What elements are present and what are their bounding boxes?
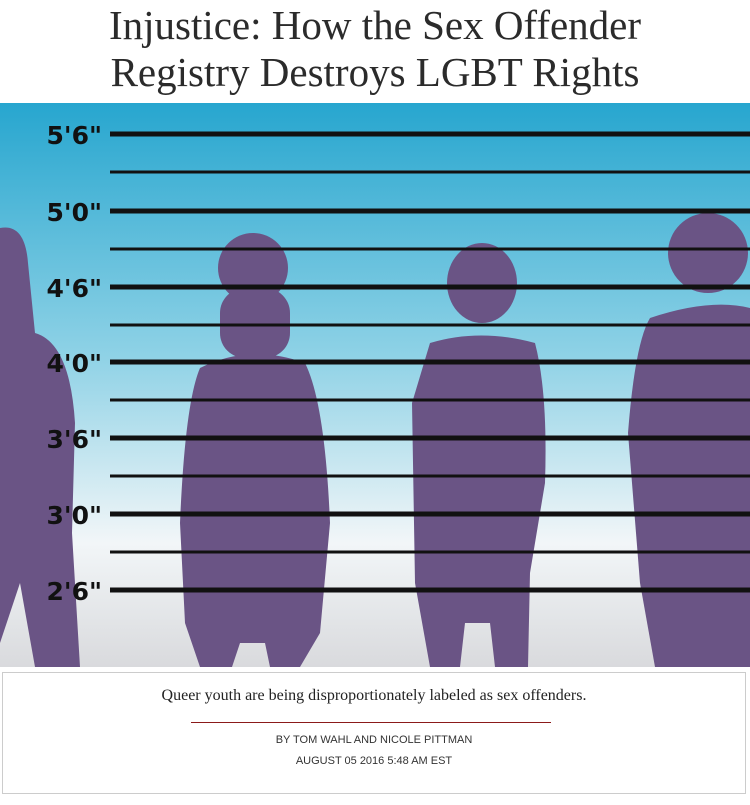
divider — [191, 722, 551, 723]
caption-box: Queer youth are being disproportionately… — [2, 672, 746, 794]
height-label: 4'6" — [47, 274, 102, 303]
publish-date: AUGUST 05 2016 5:48 AM EST — [295, 755, 453, 767]
subtitle: Queer youth are being disproportionately… — [161, 687, 587, 704]
height-label: 2'6" — [47, 577, 102, 606]
height-label: 3'6" — [47, 425, 102, 454]
background — [0, 103, 750, 667]
article-title: Injustice: How the Sex Offender Registry… — [108, 2, 642, 95]
height-label: 3'0" — [47, 501, 102, 530]
height-lines — [110, 131, 750, 593]
height-label: 5'6" — [47, 121, 102, 150]
byline: BY TOM WAHL AND NICOLE PITTMAN — [275, 734, 473, 746]
height-label: 4'0" — [47, 349, 102, 378]
height-label: 5'0" — [47, 198, 102, 227]
lineup-photo: 5'6" 5'0" 4'6" 4'0" 3'6" 3'0" 2'6" — [0, 103, 750, 667]
